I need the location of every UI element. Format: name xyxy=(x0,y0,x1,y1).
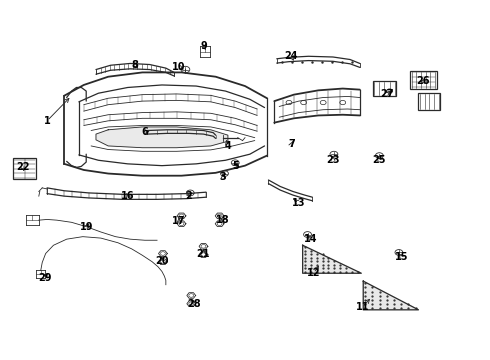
Text: 27: 27 xyxy=(380,89,393,99)
Text: 8: 8 xyxy=(132,60,139,70)
Text: 12: 12 xyxy=(307,268,320,278)
Text: 13: 13 xyxy=(292,198,305,208)
Text: 6: 6 xyxy=(142,127,148,136)
Text: 24: 24 xyxy=(285,51,298,61)
Text: 20: 20 xyxy=(155,256,169,266)
Text: 1: 1 xyxy=(44,116,50,126)
Text: 22: 22 xyxy=(16,162,29,172)
Text: 19: 19 xyxy=(79,222,93,232)
Text: 25: 25 xyxy=(372,155,386,165)
Text: 18: 18 xyxy=(216,215,230,225)
Polygon shape xyxy=(96,127,228,148)
Text: 7: 7 xyxy=(288,139,295,149)
Text: 11: 11 xyxy=(356,302,369,312)
Text: 5: 5 xyxy=(232,161,239,171)
Polygon shape xyxy=(303,245,361,273)
Text: 28: 28 xyxy=(187,299,200,309)
Text: 26: 26 xyxy=(416,76,430,86)
Text: 29: 29 xyxy=(38,273,51,283)
Text: 10: 10 xyxy=(172,62,186,72)
Text: 2: 2 xyxy=(185,191,192,201)
Text: 9: 9 xyxy=(200,41,207,50)
Text: 15: 15 xyxy=(394,252,408,262)
Polygon shape xyxy=(363,281,418,310)
Text: 23: 23 xyxy=(326,155,340,165)
Text: 4: 4 xyxy=(224,141,231,151)
Text: 3: 3 xyxy=(220,172,226,182)
Text: 21: 21 xyxy=(196,248,210,258)
Text: 14: 14 xyxy=(304,234,318,244)
Text: 17: 17 xyxy=(172,216,186,226)
Text: 16: 16 xyxy=(121,191,134,201)
